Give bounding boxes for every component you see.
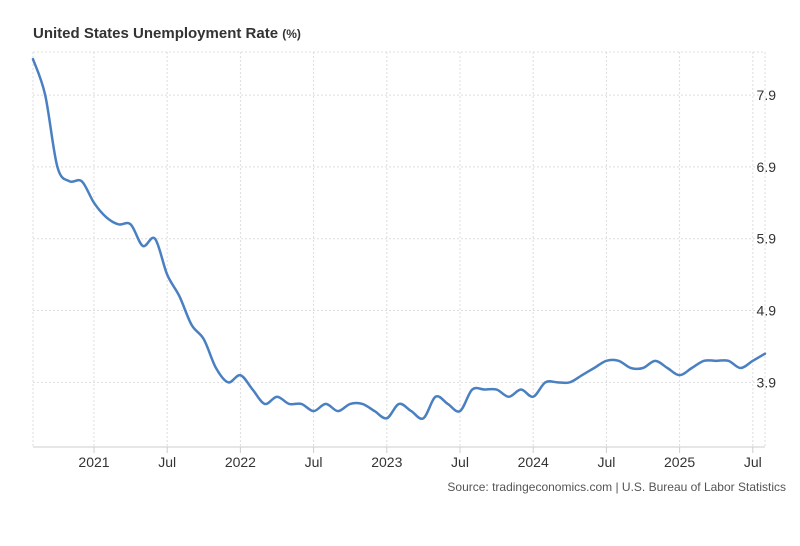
data-point[interactable] [542,379,548,385]
data-point[interactable] [677,372,683,378]
series-line [31,57,767,420]
data-point[interactable] [506,394,512,400]
data-point[interactable] [42,92,48,98]
data-point[interactable] [54,164,60,170]
data-point[interactable] [530,394,536,400]
source-note: Source: tradingeconomics.com | U.S. Bure… [447,480,786,494]
data-point[interactable] [286,401,292,407]
data-point[interactable] [225,379,231,385]
y-tick-label: 7.9 [757,87,777,103]
x-tick-label: Jul [451,454,469,470]
data-point[interactable] [725,358,731,364]
data-point[interactable] [420,415,426,421]
data-point[interactable] [298,401,304,407]
data-point[interactable] [237,372,243,378]
data-point[interactable] [201,336,207,342]
data-point[interactable] [433,394,439,400]
x-tick-label: 2023 [371,454,402,470]
chart-title-text: United States Unemployment Rate [33,25,279,42]
data-point[interactable] [579,372,585,378]
data-point[interactable] [262,401,268,407]
data-point[interactable] [213,365,219,371]
data-point[interactable] [713,358,719,364]
data-point[interactable] [359,401,365,407]
chart-title: United States Unemployment Rate (%) [33,25,301,42]
data-point[interactable] [469,387,475,393]
x-tick-label: 2021 [78,454,109,470]
data-point[interactable] [591,365,597,371]
data-point[interactable] [518,387,524,393]
data-point[interactable] [91,200,97,206]
data-point[interactable] [640,365,646,371]
grid-lines [32,51,766,447]
data-point[interactable] [603,358,609,364]
data-point[interactable] [128,221,134,227]
data-point[interactable] [103,214,109,220]
data-point[interactable] [652,358,658,364]
data-point[interactable] [323,401,329,407]
data-point[interactable] [628,365,634,371]
data-point[interactable] [372,408,378,414]
x-tick-label: Jul [597,454,615,470]
x-tick-label: Jul [305,454,323,470]
data-point[interactable] [408,408,414,414]
data-point[interactable] [738,365,744,371]
data-point[interactable] [140,243,146,249]
series-layer [30,56,768,421]
y-tick-label: 5.9 [757,231,777,247]
data-point[interactable] [555,379,561,385]
data-point[interactable] [616,358,622,364]
data-point[interactable] [347,401,353,407]
data-point[interactable] [164,272,170,278]
x-axis-ticks: 2021 Jul 2022 Jul 2023 Jul 2024 Jul 2025 Jul [78,447,762,470]
data-point[interactable] [67,178,73,184]
data-point[interactable] [762,351,768,357]
data-point[interactable] [79,178,85,184]
data-point[interactable] [335,408,341,414]
data-point[interactable] [274,394,280,400]
data-point[interactable] [689,365,695,371]
y-tick-label: 4.9 [757,303,777,319]
data-point[interactable] [176,293,182,299]
data-point[interactable] [750,358,756,364]
data-point[interactable] [152,236,158,242]
y-tick-label: 3.9 [757,374,777,390]
y-axis-ticks: 3.9 4.9 5.9 6.9 7.9 [757,87,777,390]
x-tick-label: Jul [158,454,176,470]
x-tick-label: 2025 [664,454,695,470]
data-point[interactable] [384,415,390,421]
data-point[interactable] [494,387,500,393]
data-point[interactable] [250,387,256,393]
data-point[interactable] [189,322,195,328]
data-point[interactable] [30,56,36,62]
data-point[interactable] [311,408,317,414]
data-point[interactable] [115,221,121,227]
data-point[interactable] [396,401,402,407]
data-point[interactable] [664,365,670,371]
x-tick-label: 2022 [225,454,256,470]
data-point[interactable] [567,379,573,385]
x-tick-label: Jul [744,454,762,470]
data-point[interactable] [701,358,707,364]
chart-title-unit: (%) [282,27,301,41]
x-tick-label: 2024 [518,454,549,470]
y-tick-label: 6.9 [757,159,777,175]
data-point[interactable] [481,387,487,393]
data-point[interactable] [457,408,463,414]
data-point[interactable] [445,401,451,407]
